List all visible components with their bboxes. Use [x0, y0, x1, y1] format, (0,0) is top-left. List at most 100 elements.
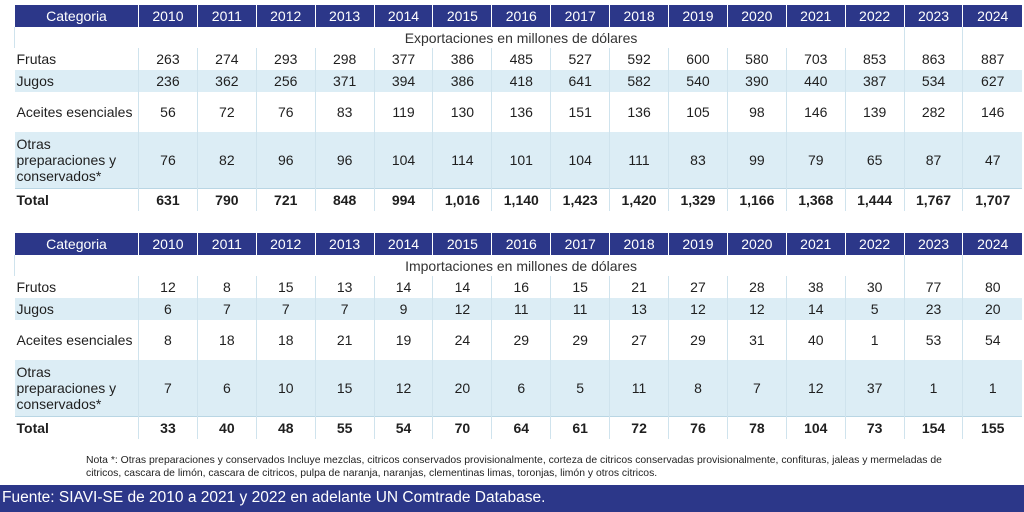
header-cell: 2015 [432, 5, 492, 27]
table-cell: 18 [196, 320, 257, 360]
table-cell: 96 [255, 132, 316, 189]
table-cell: 592 [609, 48, 669, 70]
header-cell: 2021 [785, 5, 846, 27]
header-cell: Categoria [14, 233, 139, 255]
table-cell: 1,329 [668, 188, 728, 211]
table-cell: 19 [373, 320, 433, 360]
table-cell: 20 [962, 298, 1022, 320]
table-cell: 136 [609, 92, 669, 132]
table-cell: 11 [609, 360, 669, 417]
header-cell: 2015 [432, 233, 492, 255]
table-cell: 136 [491, 92, 551, 132]
row-label: Jugos [14, 298, 139, 320]
table-cell: 146 [962, 92, 1022, 132]
table-cell: 5 [844, 298, 905, 320]
table-cell: 1,707 [962, 188, 1022, 211]
table-cell: 48 [255, 416, 316, 439]
table-cell: 10 [255, 360, 316, 417]
import-header-row: Categoria 2010 2011 2012 2013 2014 2015 … [14, 233, 1022, 255]
table-cell: 31 [726, 320, 787, 360]
table-cell: 377 [373, 48, 433, 70]
table-cell: 40 [196, 416, 257, 439]
table-cell: 111 [609, 132, 669, 189]
header-cell: 2022 [844, 5, 905, 27]
table-cell: 20 [432, 360, 492, 417]
table-cell: 263 [138, 48, 198, 70]
table-cell: 11 [491, 298, 551, 320]
row-label: Jugos [14, 70, 139, 92]
table-cell: 47 [962, 132, 1022, 189]
table-cell: 27 [668, 276, 728, 298]
row-label: Aceites esenciales [14, 320, 139, 360]
table-cell: 994 [373, 188, 433, 211]
table-cell: 38 [785, 276, 846, 298]
table-cell: 40 [785, 320, 846, 360]
header-cell: 2023 [903, 5, 963, 27]
table-cell: 7 [255, 298, 316, 320]
table-cell: 14 [373, 276, 433, 298]
table-cell: 76 [138, 132, 198, 189]
header-cell: 2022 [844, 233, 905, 255]
table-cell: 362 [196, 70, 257, 92]
table-cell: 13 [314, 276, 375, 298]
row-label: Otras preparaciones y conservados* [14, 360, 139, 417]
table-cell: 154 [903, 416, 963, 439]
table-cell: 7 [138, 360, 198, 417]
table-cell: 390 [726, 70, 787, 92]
import-table: Categoria 2010 2011 2012 2013 2014 2015 … [14, 233, 1022, 439]
import-subtitle-row: Importaciones en millones de dólares [14, 255, 1022, 276]
table-cell: 65 [844, 132, 905, 189]
table-cell: 7 [196, 298, 257, 320]
table-cell: 12 [138, 276, 198, 298]
table-cell: 72 [609, 416, 669, 439]
table-cell: 1,423 [550, 188, 610, 211]
table-cell: 1 [962, 360, 1022, 417]
row-label: Frutas [14, 48, 139, 70]
row-label: Total [14, 188, 139, 211]
table-cell: 119 [373, 92, 433, 132]
table-cell: 78 [726, 416, 787, 439]
table-cell: 485 [491, 48, 551, 70]
table-cell: 64 [491, 416, 551, 439]
table-cell: 8 [668, 360, 728, 417]
table-cell: 887 [962, 48, 1022, 70]
header-cell: 2024 [962, 233, 1022, 255]
table-cell: 274 [196, 48, 257, 70]
header-cell: 2016 [491, 5, 551, 27]
table-cell: 6 [196, 360, 257, 417]
header-cell: 2013 [314, 233, 375, 255]
table-cell: 30 [844, 276, 905, 298]
header-cell: 2020 [726, 233, 787, 255]
table-row: Frutas 263 274 293 298 377 386 485 527 5… [14, 48, 1022, 70]
table-cell: 73 [844, 416, 905, 439]
table-cell: 114 [432, 132, 492, 189]
table-cell: 540 [668, 70, 728, 92]
header-cell: 2011 [196, 233, 257, 255]
header-cell: 2017 [550, 233, 610, 255]
table-cell: 386 [432, 48, 492, 70]
table-cell: 7 [726, 360, 787, 417]
table-cell: 16 [491, 276, 551, 298]
table-cell: 12 [785, 360, 846, 417]
table-cell: 11 [550, 298, 610, 320]
table-cell: 6 [491, 360, 551, 417]
table-cell: 37 [844, 360, 905, 417]
header-cell: 2014 [373, 5, 433, 27]
table-cell: 627 [962, 70, 1022, 92]
table-row: Frutos 12 8 15 13 14 14 16 15 21 27 28 3… [14, 276, 1022, 298]
table-cell: 13 [609, 298, 669, 320]
table-cell: 15 [255, 276, 316, 298]
table-cell: 77 [903, 276, 963, 298]
table-cell: 631 [138, 188, 198, 211]
header-cell: 2024 [962, 5, 1022, 27]
source-text: Fuente: SIAVI-SE de 2010 a 2021 y 2022 e… [2, 489, 546, 506]
table-cell: 1 [903, 360, 963, 417]
export-subtitle-row: Exportaciones en millones de dólares [14, 27, 1022, 48]
table-cell: 1,420 [609, 188, 669, 211]
table-cell: 848 [314, 188, 375, 211]
table-cell: 387 [844, 70, 905, 92]
table-row: Otras preparaciones y conservados* 76 82… [14, 132, 1022, 189]
table-cell: 5 [550, 360, 610, 417]
export-header-row: Categoria 2010 2011 2012 2013 2014 2015 … [14, 5, 1022, 27]
export-subtitle: Exportaciones en millones de dólares [138, 27, 905, 48]
